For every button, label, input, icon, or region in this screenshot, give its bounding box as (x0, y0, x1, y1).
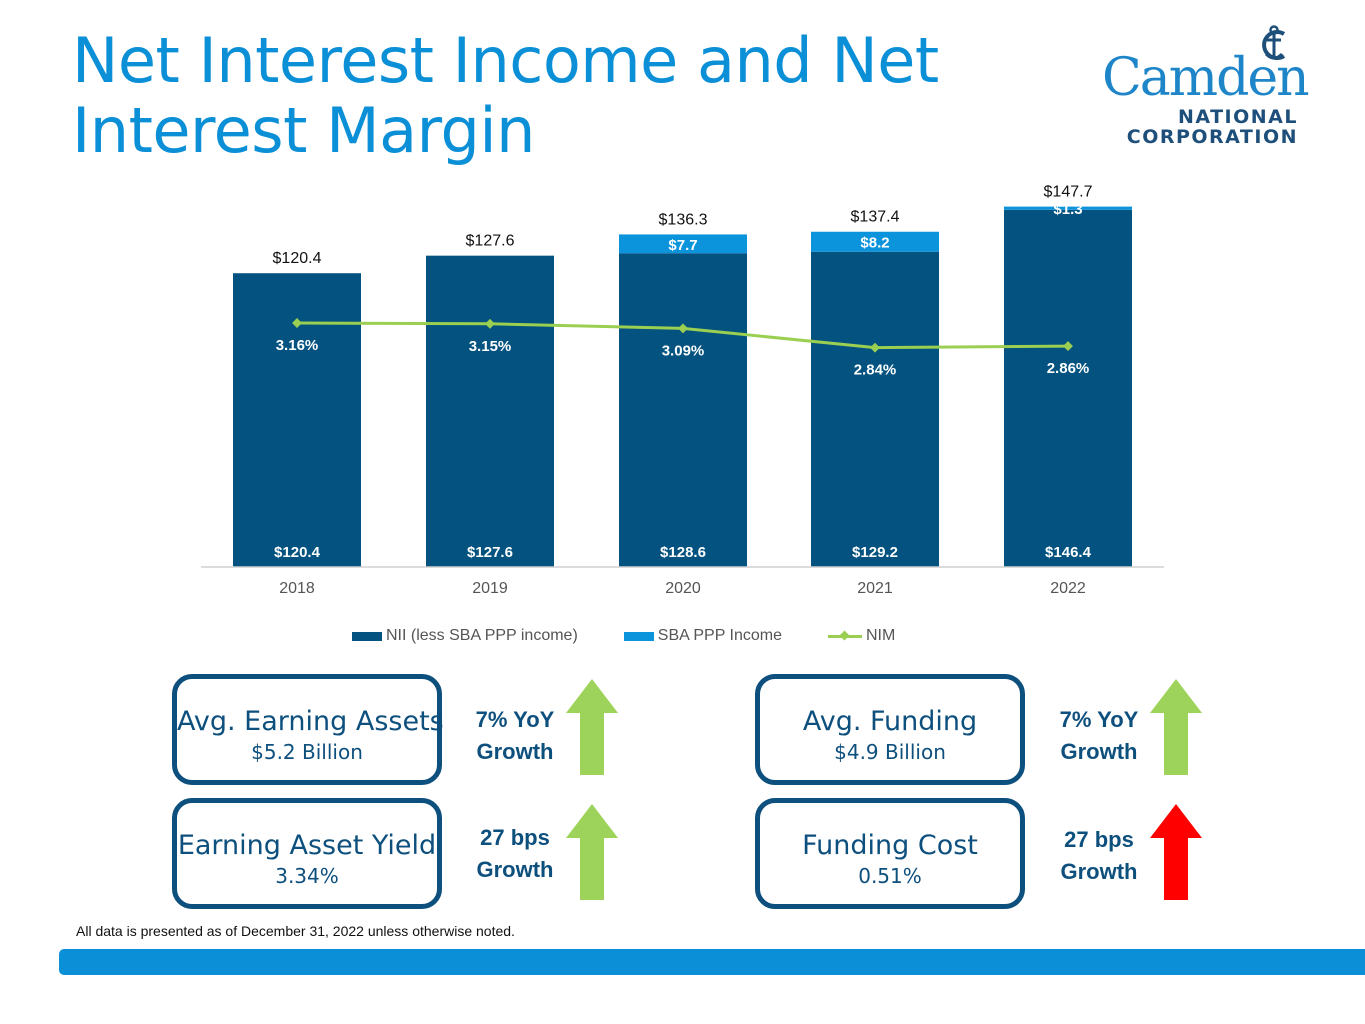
nii-data-label: $120.4 (274, 544, 321, 561)
kpi-name: Earning Asset Yield (177, 830, 437, 861)
bar-sba-2022 (1004, 206, 1132, 210)
anchor-icon (1262, 25, 1286, 60)
x-tick-label: 2022 (1050, 580, 1086, 597)
footer-bar (59, 949, 1365, 975)
kpi-name: Funding Cost (802, 830, 978, 861)
up-arrow-icon-red (1150, 804, 1202, 900)
up-arrow-icon (566, 804, 618, 900)
kpi-box-earning-asset-yield: Earning Asset Yield 3.34% (172, 798, 442, 909)
footnote: All data is presented as of December 31,… (76, 923, 515, 939)
bar-sba-2021 (811, 231, 939, 252)
legend-label-nii: NII (less SBA PPP income) (386, 627, 578, 644)
nii-stacked-bar-chart: $120.4 $120.4 2018 $127.6 $127.6 2019 $7.7 $136… (201, 184, 1164, 597)
logo-line-corporation: CORPORATION (1126, 126, 1298, 148)
kpi-growth-avg-earning-assets: 7% YoY Growth (460, 704, 570, 768)
nim-data-label: 3.15% (469, 338, 512, 355)
nim-point (485, 318, 495, 329)
legend-swatch-nii (352, 631, 382, 641)
kpi-growth-line1: 27 bps (1064, 827, 1134, 852)
nii-data-label: $146.4 (1045, 544, 1092, 561)
nim-point (1063, 341, 1073, 352)
bar-nii-2018 (233, 273, 361, 567)
company-logo: Camden NATIONAL CORPORATION (1098, 22, 1310, 150)
legend-item-nii: NII (less SBA PPP income) (352, 627, 578, 645)
sba-data-label: $1.3 (1053, 201, 1082, 218)
kpi-growth-line2: Growth (1060, 739, 1138, 764)
kpi-growth-avg-funding: 7% YoY Growth (1044, 704, 1154, 768)
page-title: Net Interest Income and Net Interest Mar… (72, 24, 939, 167)
legend-swatch-nim (828, 631, 862, 641)
kpi-value: 3.34% (275, 864, 339, 888)
bar-nii-2022 (1004, 209, 1132, 567)
x-tick-label: 2020 (665, 580, 701, 597)
kpi-value: $5.2 Billion (251, 740, 363, 764)
nii-data-label: $129.2 (852, 544, 898, 561)
bar-total-label: $137.4 (851, 209, 900, 226)
logo-wordmark: Camden (1102, 48, 1310, 108)
legend-label-nim: NIM (866, 627, 896, 644)
nim-data-label: 3.16% (276, 337, 319, 354)
x-tick-label: 2021 (857, 580, 893, 597)
nim-point (870, 342, 880, 353)
nim-data-label: 2.84% (854, 362, 897, 379)
kpi-growth-line2: Growth (476, 857, 554, 882)
kpi-box-funding-cost: Funding Cost 0.51% (755, 798, 1025, 909)
kpi-growth-line1: 7% YoY (1059, 707, 1139, 732)
bar-total-label: $127.6 (466, 233, 515, 250)
kpi-value: $4.9 Billion (834, 740, 946, 764)
up-arrow-icon (1150, 679, 1202, 775)
up-arrow-icon (566, 679, 618, 775)
kpi-growth-line2: Growth (476, 739, 554, 764)
legend-item-nim: NIM (828, 627, 895, 645)
kpi-value: 0.51% (858, 864, 922, 888)
kpi-box-avg-earning-assets: Avg. Earning Assets $5.2 Billion (172, 674, 444, 785)
kpi-growth-line2: Growth (1060, 859, 1138, 884)
kpi-name: Avg. Earning Assets (177, 706, 444, 737)
nim-point (678, 323, 688, 334)
legend-label-sba: SBA PPP Income (657, 627, 782, 644)
bar-nii-2021 (811, 251, 939, 567)
bar-total-label: $147.7 (1044, 184, 1093, 201)
legend-swatch-sba (623, 631, 654, 641)
bar-total-label: $136.3 (659, 211, 708, 228)
bar-nii-2019 (426, 255, 554, 567)
kpi-growth-line1: 7% YoY (475, 707, 555, 732)
legend-item-sba: SBA PPP Income (623, 627, 782, 645)
kpi-growth-earning-asset-yield: 27 bps Growth (460, 822, 570, 886)
kpi-growth-line1: 27 bps (480, 825, 550, 850)
kpi-box-avg-funding: Avg. Funding $4.9 Billion (755, 674, 1025, 785)
chart-legend: NII (less SBA PPP income) SBA PPP Income… (352, 626, 941, 646)
sba-data-label: $8.2 (860, 235, 889, 252)
nii-data-label: $127.6 (467, 544, 513, 561)
nim-data-label: 3.09% (662, 342, 705, 359)
sba-data-label: $7.7 (668, 237, 697, 254)
x-tick-label: 2019 (472, 580, 508, 597)
nii-data-label: $128.6 (660, 544, 706, 561)
bar-sba-2020 (619, 234, 747, 254)
kpi-name: Avg. Funding (802, 706, 978, 737)
bar-nii-2020 (619, 253, 747, 567)
nim-data-label: 2.86% (1047, 360, 1090, 377)
logo-line-national: NATIONAL (1177, 106, 1298, 128)
x-tick-label: 2018 (279, 580, 315, 597)
kpi-growth-funding-cost: 27 bps Growth (1044, 824, 1154, 888)
bar-total-label: $120.4 (273, 250, 322, 267)
